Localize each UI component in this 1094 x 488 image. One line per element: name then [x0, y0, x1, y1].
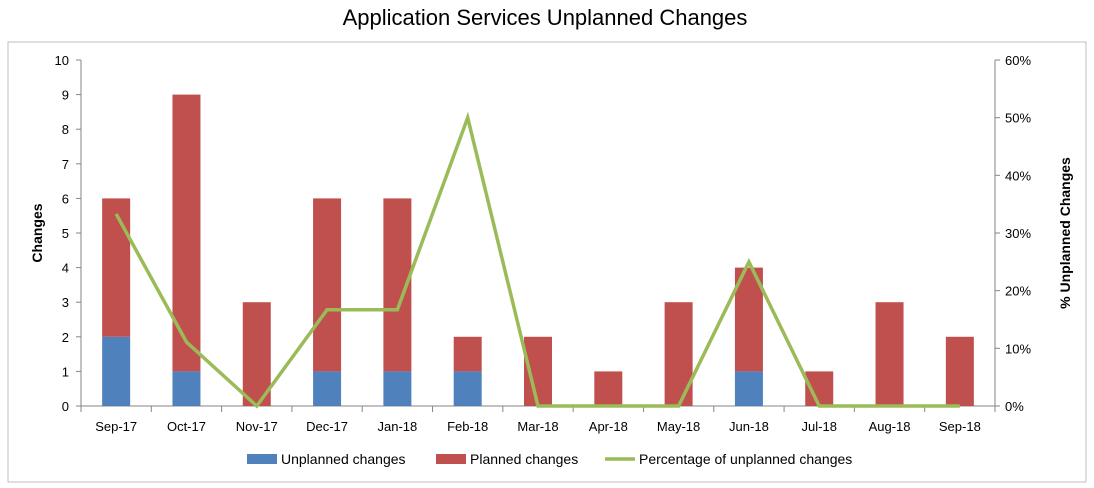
y-tick-label: 10 — [55, 53, 69, 68]
bar-unplanned-changes — [313, 371, 342, 406]
y-tick-label: 2 — [62, 330, 69, 345]
y-tick-label: 6 — [62, 191, 69, 206]
x-tick-label: Oct-17 — [167, 419, 206, 434]
bar-planned-changes — [313, 198, 342, 372]
bar-unplanned-changes — [734, 371, 763, 406]
y2-tick-label: 50% — [1005, 111, 1031, 126]
x-tick-label: Jan-18 — [378, 419, 418, 434]
bar-planned-changes — [172, 94, 201, 372]
x-tick-label: Feb-18 — [447, 419, 488, 434]
y-tick-label: 8 — [62, 122, 69, 137]
x-tick-label: Sep-17 — [95, 419, 137, 434]
legend-label: Percentage of unplanned changes — [639, 451, 852, 467]
y-tick-label: 3 — [62, 295, 69, 310]
bar-unplanned-changes — [383, 371, 412, 406]
x-tick-label: Sep-18 — [939, 419, 981, 434]
x-tick-label: Aug-18 — [869, 419, 911, 434]
bar-planned-changes — [664, 302, 693, 406]
y-tick-label: 7 — [62, 157, 69, 172]
legend: Unplanned changes Planned changes Percenta… — [247, 451, 852, 467]
y-tick-label: 4 — [62, 261, 69, 276]
bar-unplanned-changes — [172, 371, 201, 406]
chart-border — [7, 41, 1087, 483]
bar-planned-changes — [945, 336, 974, 406]
x-tick-label: May-18 — [657, 419, 700, 434]
y2-tick-label: 10% — [1005, 341, 1031, 356]
y-tick-label: 0 — [62, 399, 69, 414]
y2-tick-label: 40% — [1005, 168, 1031, 183]
y2-axis-title: % Unplanned Changes — [1057, 157, 1073, 309]
chart-title: Application Services Unplanned Changes — [343, 5, 748, 30]
y-tick-label: 5 — [62, 226, 69, 241]
bar-unplanned-changes — [453, 371, 482, 406]
bar-unplanned-changes — [102, 336, 131, 406]
series-line-percentage — [114, 111, 960, 409]
y2-tick-label: 0% — [1005, 399, 1024, 414]
x-tick-label: Apr-18 — [589, 419, 628, 434]
bar-planned-changes — [594, 371, 623, 406]
x-tick-label: Dec-17 — [306, 419, 348, 434]
legend-swatch — [436, 454, 466, 464]
y2-tick-label: 20% — [1005, 284, 1031, 299]
y2-tick-label: 60% — [1005, 53, 1031, 68]
legend-label: Unplanned changes — [281, 451, 406, 467]
y-axis-title: Changes — [29, 203, 45, 262]
bar-planned-changes — [242, 302, 271, 406]
y2-tick-label: 30% — [1005, 226, 1031, 241]
x-tick-label: Jul-18 — [802, 419, 837, 434]
bar-planned-changes — [453, 336, 482, 372]
y-tick-label: 9 — [62, 88, 69, 103]
x-tick-label: Nov-17 — [236, 419, 278, 434]
bar-planned-changes — [875, 302, 904, 406]
x-tick-label: Jun-18 — [729, 419, 769, 434]
plot-area: 0 1 2 3 4 5 6 7 8 9 10 0% 10% 20% 30% 40% 50% 60% Sep-17 Oc… — [55, 53, 1032, 434]
legend-label: Planned changes — [470, 451, 578, 467]
y-tick-label: 1 — [62, 364, 69, 379]
bar-planned-changes — [102, 198, 131, 337]
legend-swatch — [247, 454, 277, 464]
x-tick-label: Mar-18 — [517, 419, 558, 434]
